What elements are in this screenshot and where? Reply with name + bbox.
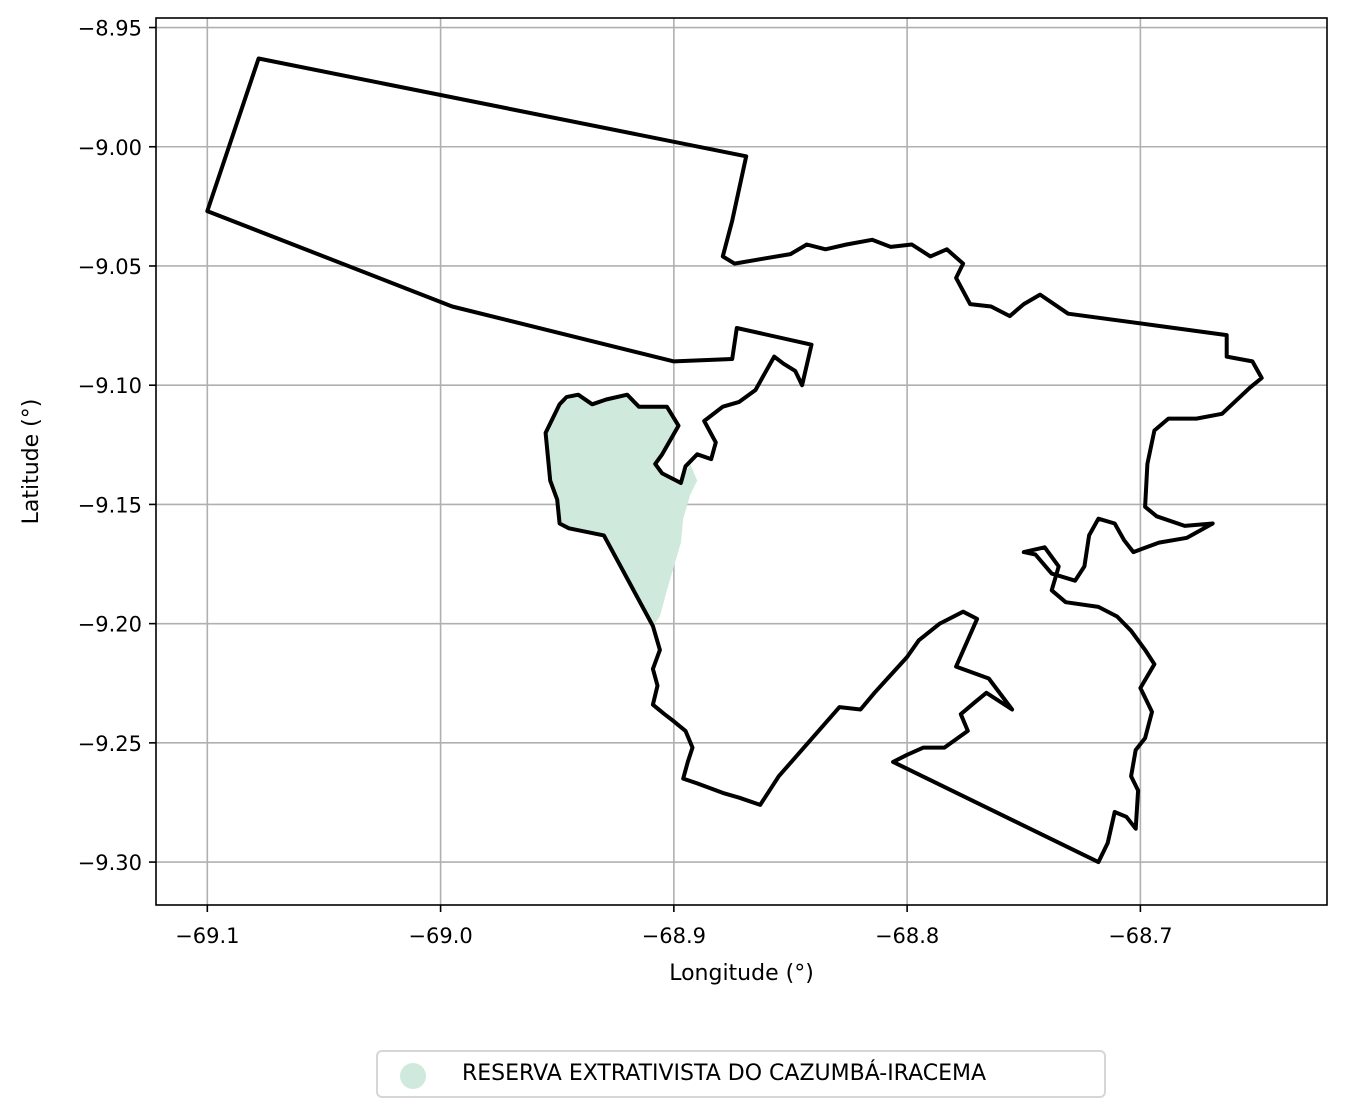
- y-tick-label: −8.95: [78, 17, 142, 41]
- legend-marker: [400, 1063, 426, 1089]
- legend-label: RESERVA EXTRATIVISTA DO CAZUMBÁ-IRACEMA: [462, 1061, 987, 1086]
- y-tick-label: −9.05: [78, 255, 142, 279]
- y-axis-label: Latitude (°): [19, 399, 44, 525]
- y-tick-label: −9.15: [78, 493, 142, 517]
- reserve-highlight-area: [545, 394, 698, 626]
- x-axis-label: Longitude (°): [669, 961, 814, 986]
- grid-lines: [156, 18, 1327, 905]
- y-tick-label: −9.10: [78, 374, 142, 398]
- x-tick-label: −68.8: [875, 924, 939, 948]
- y-tick-label: −9.20: [78, 613, 142, 637]
- axis-ticks: −69.1 −69.0 −68.9 −68.8 −68.7 −8.95 −9.00 −9.05…: [78, 17, 1173, 948]
- y-tick-label: −9.25: [78, 732, 142, 756]
- legend: RESERVA EXTRATIVISTA DO CAZUMBÁ-IRACEMA: [376, 1050, 1106, 1098]
- region-boundary-outline: [205, 56, 1264, 865]
- y-tick-label: −9.00: [78, 136, 142, 160]
- x-tick-label: −68.9: [642, 924, 706, 948]
- axes-frame: [155, 17, 1328, 906]
- x-tick-label: −69.0: [408, 924, 472, 948]
- x-tick-label: −69.1: [175, 924, 239, 948]
- y-tick-label: −9.30: [78, 851, 142, 875]
- x-tick-label: −68.7: [1108, 924, 1172, 948]
